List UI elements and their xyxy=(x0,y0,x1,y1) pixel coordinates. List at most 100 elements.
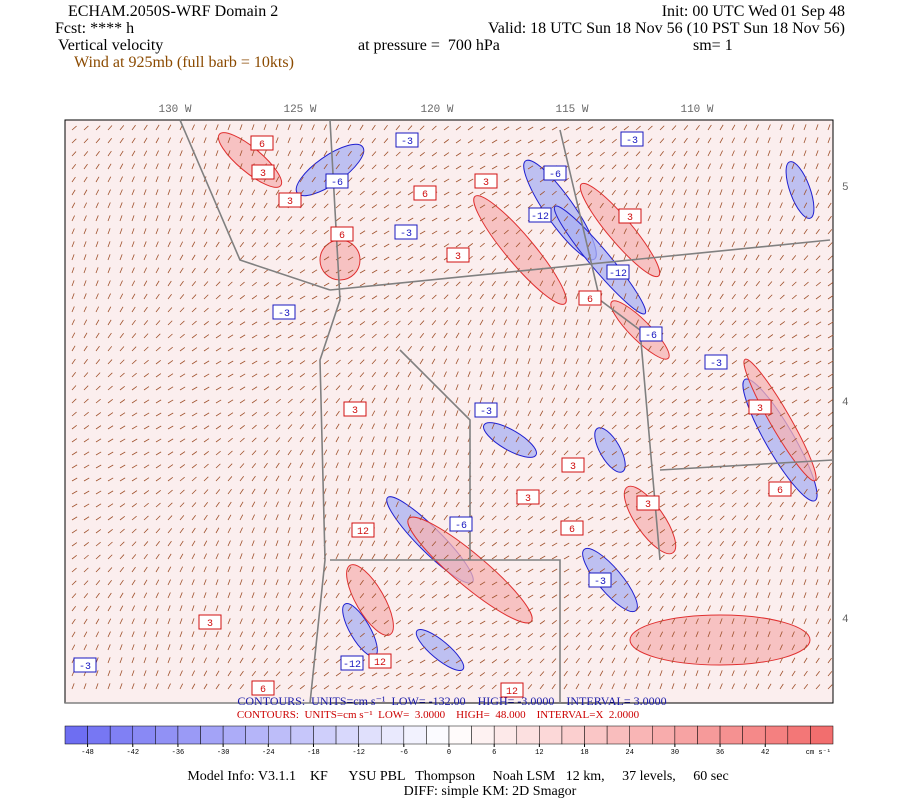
diff-info: DIFF: simple KM: 2D Smagor xyxy=(404,784,577,799)
contour-label-box xyxy=(395,132,419,148)
colorbar-cell xyxy=(493,725,518,745)
contour-label: -3 xyxy=(626,136,638,147)
colorbar-tick-label: -36 xyxy=(172,749,185,757)
contour-label-box xyxy=(704,354,728,370)
field: Vertical velocity xyxy=(58,37,163,54)
contour-label-box xyxy=(413,185,437,201)
contour-label: -6 xyxy=(455,521,467,532)
contour-label-box xyxy=(636,495,660,511)
contour-label: 6 xyxy=(259,140,265,151)
colorbar-cell xyxy=(471,725,495,745)
colorbar-cell xyxy=(674,725,698,745)
colorbar-cell xyxy=(380,725,405,745)
contour-label: 3 xyxy=(627,213,633,224)
contour-info-positive: CONTOURS: UNITS=cm s⁻¹ LOW= 3.0000 HIGH=… xyxy=(237,709,640,721)
colorbar-tick-label: -30 xyxy=(217,749,230,757)
contour-label: 6 xyxy=(587,295,593,306)
lon-label: 130 W xyxy=(158,104,191,116)
colorbar-cell xyxy=(516,725,540,745)
colorbar-tick-label: 18 xyxy=(580,749,588,757)
colorbar-tick-label: -18 xyxy=(307,749,320,757)
colorbar-unit: cm s⁻¹ xyxy=(806,749,831,757)
colorbar-cell xyxy=(787,725,811,745)
colorbar-cell xyxy=(358,725,382,745)
contour-label: -6 xyxy=(645,331,657,342)
colorbar-tick-label: 36 xyxy=(716,749,724,757)
colorbar-cell xyxy=(268,725,292,745)
colorbar-cell xyxy=(109,725,134,745)
colorbar-cell xyxy=(652,725,676,745)
contour-label: 6 xyxy=(569,525,575,536)
colorbar-cell xyxy=(742,725,766,745)
colorbar-tick-label: 12 xyxy=(535,749,543,757)
colorbar-cell xyxy=(719,725,743,745)
contour-label: -12 xyxy=(531,212,549,223)
valid-time: Valid: 18 UTC Sun 18 Nov 56 (10 PST Sun … xyxy=(488,20,845,37)
wind-note: Wind at 925mb (full barb = 10kts) xyxy=(74,54,294,71)
title: ECHAM.2050S-WRF Domain 2 xyxy=(68,3,278,20)
colorbar-tick-label: 24 xyxy=(626,749,634,757)
contour-label-box xyxy=(250,135,274,151)
colorbar-cell xyxy=(245,725,269,745)
map-frame xyxy=(64,119,834,704)
contour-label: 3 xyxy=(455,252,461,263)
field-patch xyxy=(346,564,394,636)
contour-label: 12 xyxy=(357,527,369,538)
contour-info-negative: CONTOURS: UNITS=cm s⁻¹ LOW= -132.00 HIGH… xyxy=(237,694,666,708)
colorbar-cell xyxy=(810,725,834,745)
contour-label-box xyxy=(368,653,392,669)
contour-label-box xyxy=(578,290,602,306)
boundary xyxy=(659,459,834,471)
colorbar-tick-label: 30 xyxy=(671,749,679,757)
lon-label: 110 W xyxy=(680,104,713,116)
boundary xyxy=(559,129,661,561)
colorbar-cell xyxy=(561,725,585,745)
lon-label: 125 W xyxy=(283,104,316,116)
colorbar-cell xyxy=(155,725,179,745)
contour-label-box xyxy=(73,657,97,673)
colorbar-cell xyxy=(335,725,359,745)
contour-label: -6 xyxy=(331,178,343,189)
contour-label: 3 xyxy=(352,406,358,417)
contour-label: 6 xyxy=(422,190,428,201)
colorbar-tick-label: 42 xyxy=(761,749,769,757)
contour-label-box xyxy=(561,457,585,473)
colorbar-cell xyxy=(132,725,156,745)
contour-label: 3 xyxy=(645,500,651,511)
contour-label-box xyxy=(278,192,302,208)
contour-label: -12 xyxy=(343,660,361,671)
contour-label-box xyxy=(516,489,540,505)
contour-label-box xyxy=(251,164,275,180)
contour-label: -3 xyxy=(400,229,412,240)
contour-label-box xyxy=(639,326,663,342)
init-time: Init: 00 UTC Wed 01 Sep 48 xyxy=(662,3,845,20)
contour-label: -3 xyxy=(594,577,606,588)
contour-label: -3 xyxy=(79,662,91,673)
contour-label: 3 xyxy=(483,178,489,189)
contour-label-box xyxy=(620,131,644,147)
colorbar-cell xyxy=(200,725,224,745)
field-patch xyxy=(785,161,815,219)
colorbar-cell xyxy=(290,725,314,745)
field-patch xyxy=(483,422,537,458)
field-patch xyxy=(415,629,465,671)
colorbar-cell xyxy=(697,725,721,745)
colorbar-cell xyxy=(629,725,653,745)
contour-label-box xyxy=(474,173,498,189)
field-patch xyxy=(594,427,626,473)
contour-label-box xyxy=(528,207,552,223)
contour-label: -3 xyxy=(710,359,722,370)
contour-label-box xyxy=(394,224,418,240)
map: 6 -3 -6 3 6 3 -3 -12 -3 3 6 -6 -12 -3 3 6 3 -3 -6 3 6 12 -3 3 3 -… xyxy=(64,119,834,704)
model-info: Model Info: V3.1.1 KF YSU PBL Thompson N… xyxy=(187,769,728,784)
lat-label: 4 xyxy=(842,614,849,626)
colorbar-tick-label: -48 xyxy=(81,749,94,757)
wind-barbs xyxy=(71,124,834,690)
field-patch xyxy=(629,614,811,666)
contour-label-box xyxy=(449,516,473,532)
contour-label-box xyxy=(272,304,296,320)
contour-label: 3 xyxy=(207,619,213,630)
field-patch xyxy=(473,195,567,305)
contour-label-box xyxy=(748,399,772,415)
